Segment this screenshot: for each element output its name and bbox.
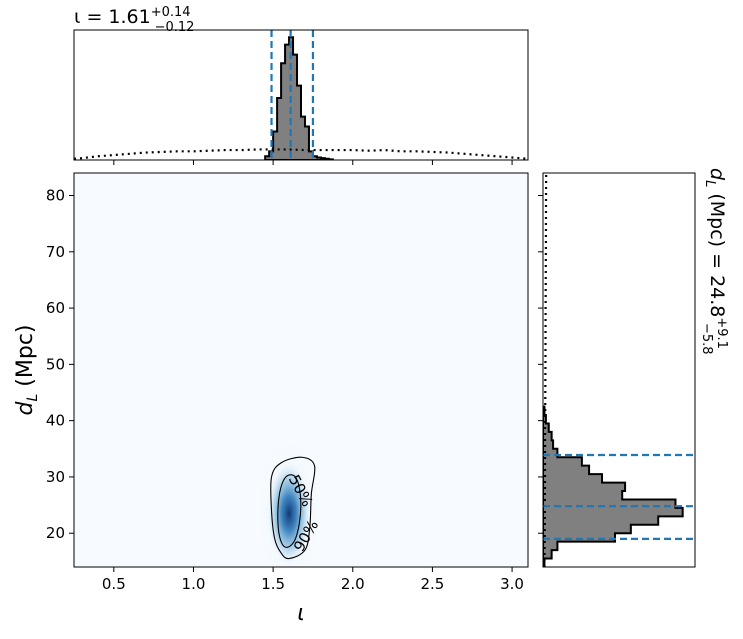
iota-prior-curve: [74, 148, 528, 160]
top-panel-frame: [73, 29, 529, 161]
main-panel-frame: [73, 172, 529, 568]
y-tick-label: 50: [46, 355, 65, 373]
x-tick-label: 2.0: [341, 575, 365, 593]
right-marginal-panel: dL (Mpc) = 24.8+9.1−5.8: [538, 168, 729, 568]
x-tick-label: 3.0: [500, 575, 524, 593]
x-axis-label: ι: [297, 601, 304, 626]
dL-histogram: [543, 405, 684, 567]
dL-summary-title: dL (Mpc) = 24.8+9.1−5.8: [699, 168, 729, 355]
x-tick-label: 2.5: [420, 575, 444, 593]
y-tick-label: 20: [46, 524, 65, 542]
y-axis-label: dL (Mpc): [13, 325, 41, 416]
contour-90-line: [270, 456, 316, 560]
iota-summary-title: ι = 1.61+0.14 −0.12: [74, 5, 194, 35]
y-tick-label: 40: [46, 412, 65, 430]
y-tick-label: 60: [46, 299, 65, 317]
right-panel-frame: [542, 172, 696, 568]
y-tick-label: 70: [46, 243, 65, 261]
x-tick-label: 0.5: [102, 575, 126, 593]
top-marginal-panel: ι = 1.61+0.14 −0.12: [73, 5, 529, 165]
y-tick-label: 80: [46, 187, 65, 205]
contour-50-line: [277, 474, 302, 548]
main-2d-panel: 50%90% 0.5 1.0 1.5 2.0 2.5 3.020304050607080 …: [13, 172, 529, 626]
y-tick-label: 30: [46, 468, 65, 486]
x-tick-label: 1.0: [182, 575, 206, 593]
iota-histogram: [264, 36, 334, 160]
x-tick-label: 1.5: [261, 575, 285, 593]
